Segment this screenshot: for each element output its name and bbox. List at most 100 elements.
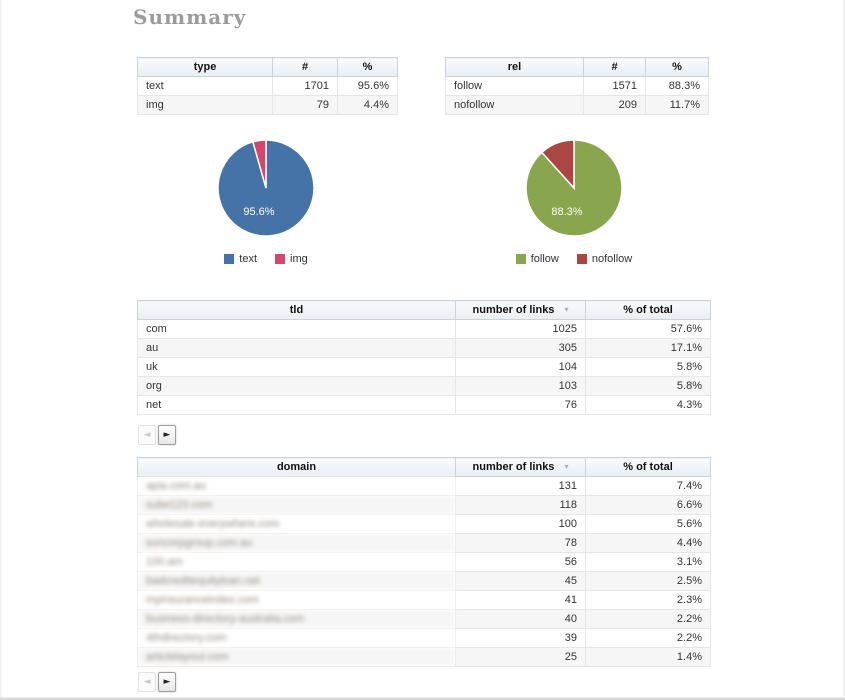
links-cell: 39 [455,628,586,648]
links-cell: 78 [455,533,586,553]
links-cell: 100 [455,514,586,534]
table-row: badcreditequityloan.net 45 2.5% [137,571,711,591]
pct-cell: 1.4% [585,647,711,667]
domain-cell: articlelayout.com [137,647,456,667]
table-row: net 76 4.3% [137,395,711,415]
pct-cell: 4.4% [585,533,711,553]
column-header-pct[interactable]: % of total [585,457,711,477]
type-cell: text [137,76,273,96]
tld-table-pager: ◄ ► [138,425,176,445]
pct-cell: 57.6% [585,319,711,339]
pct-cell: 4.4% [337,95,398,115]
table-row: img 79 4.4% [137,95,398,115]
column-header-label: number of links [472,304,555,316]
legend-item-img[interactable]: img [275,253,308,265]
domain-cell: sube123.com [137,495,456,515]
page-title: Summary [133,5,247,29]
pct-cell: 5.6% [585,514,711,534]
table-row: myinsuranceindex.com 41 2.3% [137,590,711,610]
table-row: business-directory-australia.com 40 2.2% [137,609,711,629]
table-row: suncorpgroup.com.au 78 4.4% [137,533,711,553]
domain-cell: 100.am [137,552,456,572]
column-header-links[interactable]: number of links ▾ [455,457,586,477]
pct-cell: 5.8% [585,376,711,396]
links-cell: 25 [455,647,586,667]
chart-legend: text img [181,253,351,265]
links-cell: 56 [455,552,586,572]
legend-label: follow [530,253,559,265]
page-edge [0,697,845,700]
legend-label: img [290,253,308,265]
next-page-button[interactable]: ► [158,672,176,692]
tld-cell: au [137,338,456,358]
legend-label: nofollow [591,253,633,265]
table-row: uk 104 5.8% [137,357,711,377]
rel-table: rel # % follow 1571 88.3% nofollow 209 1… [445,57,709,115]
pie-svg [217,139,315,237]
column-header-pct[interactable]: % [337,57,398,77]
table-header-row: tld number of links ▾ % of total [137,300,711,320]
domain-cell: wholesale-everywhere.com [137,514,456,534]
domain-cell: suncorpgroup.com.au [137,533,456,553]
pct-cell: 17.1% [585,338,711,358]
tld-cell: uk [137,357,456,377]
column-header-label: number of links [472,461,555,473]
column-header-tld[interactable]: tld [137,300,456,320]
pct-cell: 4.3% [585,395,711,415]
rel-cell: follow [445,76,584,96]
type-cell: img [137,95,273,115]
legend-item-text[interactable]: text [224,253,257,265]
sort-desc-icon: ▾ [564,305,569,314]
column-header-links[interactable]: number of links ▾ [455,300,586,320]
pct-cell: 2.3% [585,590,711,610]
prev-page-button[interactable]: ◄ [138,672,156,692]
links-cell: 104 [455,357,586,377]
legend-item-follow[interactable]: follow [515,253,559,265]
tld-table: tld number of links ▾ % of total com 1025… [137,300,711,415]
pie-slice-img[interactable] [251,139,267,189]
domain-table-pager: ◄ ► [138,672,176,692]
column-header-domain[interactable]: domain [137,457,456,477]
column-header-pct[interactable]: % of total [585,300,711,320]
table-row: org 103 5.8% [137,376,711,396]
domain-cell: business-directory-australia.com [137,609,456,629]
next-page-button[interactable]: ► [158,425,176,445]
count-cell: 79 [272,95,338,115]
table-row: 100.am 56 3.1% [137,552,711,572]
domain-table: domain number of links ▾ % of total apia.… [137,457,711,667]
tld-cell: org [137,376,456,396]
pct-cell: 3.1% [585,552,711,572]
domain-cell: apia.com.au [137,476,456,496]
legend-swatch-icon [576,254,587,264]
table-row: nofollow 209 11.7% [445,95,709,115]
pie-value-label: 88.3% [551,206,583,218]
column-header-count[interactable]: # [583,57,646,77]
prev-page-button[interactable]: ◄ [138,425,156,445]
table-header-row: domain number of links ▾ % of total [137,457,711,477]
column-header-count[interactable]: # [272,57,338,77]
pie-slice-follow[interactable] [525,139,623,237]
column-header-rel[interactable]: rel [445,57,584,77]
table-row: sube123.com 118 6.6% [137,495,711,515]
domain-cell: myinsuranceindex.com [137,590,456,610]
pct-cell: 7.4% [585,476,711,496]
table-header-row: type # % [137,57,398,77]
count-cell: 209 [583,95,646,115]
tld-cell: net [137,395,456,415]
links-cell: 40 [455,609,586,629]
pct-cell: 2.2% [585,609,711,629]
pie-canvas: 88.3% [516,130,632,246]
pct-cell: 95.6% [337,76,398,96]
column-header-type[interactable]: type [137,57,273,77]
table-header-row: rel # % [445,57,709,77]
links-cell: 305 [455,338,586,358]
pie-slice-nofollow[interactable] [540,139,575,190]
table-row: au 305 17.1% [137,338,711,358]
legend-swatch-icon [275,254,285,264]
legend-swatch-icon [515,254,526,264]
pct-cell: 88.3% [645,76,709,96]
sort-desc-icon: ▾ [564,462,569,471]
legend-item-nofollow[interactable]: nofollow [576,253,633,265]
column-header-pct[interactable]: % [645,57,709,77]
pct-cell: 6.6% [585,495,711,515]
